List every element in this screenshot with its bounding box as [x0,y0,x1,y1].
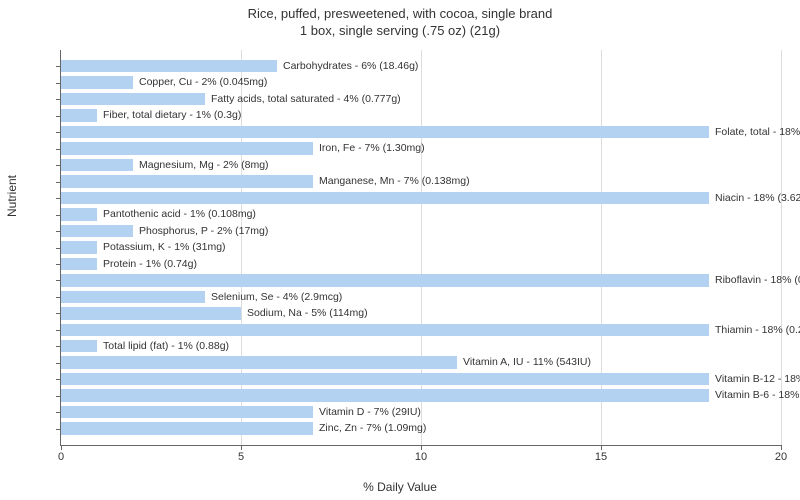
bar-row: Potassium, K - 1% (31mg) [61,239,781,255]
x-tick-label: 5 [238,451,244,463]
x-tick-mark [781,445,782,450]
bar [61,93,205,105]
bar [61,241,97,253]
bar-label: Copper, Cu - 2% (0.045mg) [135,74,271,90]
bar-label: Fatty acids, total saturated - 4% (0.777… [207,91,405,107]
bar-row: Manganese, Mn - 7% (0.138mg) [61,173,781,189]
title-line-2: 1 box, single serving (.75 oz) (21g) [0,23,800,40]
bar [61,307,241,319]
bar [61,422,313,434]
bar-label: Riboflavin - 18% (0.309mg) [711,272,800,288]
x-axis-label: % Daily Value [363,480,437,494]
bar [61,258,97,270]
nutrient-chart: Rice, puffed, presweetened, with cocoa, … [0,0,800,500]
bar-label: Thiamin - 18% (0.271mg) [711,322,800,338]
bar-label: Manganese, Mn - 7% (0.138mg) [315,173,474,189]
bar-label: Iron, Fe - 7% (1.30mg) [315,140,429,156]
x-tick-mark [601,445,602,450]
bar-label: Sodium, Na - 5% (114mg) [243,305,372,321]
bar-row: Magnesium, Mg - 2% (8mg) [61,157,781,173]
bar-label: Fiber, total dietary - 1% (0.3g) [99,107,245,123]
bar [61,324,709,336]
bar [61,291,205,303]
bar-row: Fiber, total dietary - 1% (0.3g) [61,107,781,123]
x-tick-mark [61,445,62,450]
bar-label: Zinc, Zn - 7% (1.09mg) [315,420,430,436]
bar-row: Sodium, Na - 5% (114mg) [61,305,781,321]
bar [61,109,97,121]
bar-row: Phosphorus, P - 2% (17mg) [61,223,781,239]
bar [61,60,277,72]
x-tick-label: 15 [595,451,607,463]
bar-row: Riboflavin - 18% (0.309mg) [61,272,781,288]
bar [61,175,313,187]
bar [61,373,709,385]
bar [61,340,97,352]
bars-group: Carbohydrates - 6% (18.46g) Copper, Cu - … [61,58,781,437]
bar-row: Iron, Fe - 7% (1.30mg) [61,140,781,156]
x-tick-label: 0 [58,451,64,463]
bar-row: Vitamin D - 7% (29IU) [61,404,781,420]
bar [61,208,97,220]
bar-row: Vitamin B-12 - 18% (1.09mcg) [61,371,781,387]
x-tick-mark [421,445,422,450]
bar-label: Vitamin B-12 - 18% (1.09mcg) [711,371,800,387]
x-tick-label: 20 [775,451,787,463]
bar-row: Vitamin B-6 - 18% (0.361mg) [61,387,781,403]
bar-label: Phosphorus, P - 2% (17mg) [135,223,272,239]
bar [61,406,313,418]
bar-label: Folate, total - 18% (72mcg) [711,124,800,140]
bar-row: Selenium, Se - 4% (2.9mcg) [61,289,781,305]
bar-row: Thiamin - 18% (0.271mg) [61,322,781,338]
bar-label: Pantothenic acid - 1% (0.108mg) [99,206,260,222]
bar [61,356,457,368]
plot-area: Carbohydrates - 6% (18.46g) Copper, Cu - … [60,50,781,446]
bar [61,126,709,138]
bar [61,225,133,237]
bar-row: Carbohydrates - 6% (18.46g) [61,58,781,74]
chart-title: Rice, puffed, presweetened, with cocoa, … [0,0,800,40]
bar [61,142,313,154]
bar-label: Protein - 1% (0.74g) [99,256,201,272]
x-tick-mark [241,445,242,450]
bar [61,274,709,286]
bar [61,192,709,204]
bar-row: Folate, total - 18% (72mcg) [61,124,781,140]
x-tick-label: 10 [415,451,427,463]
bar-row: Fatty acids, total saturated - 4% (0.777… [61,91,781,107]
bar-row: Protein - 1% (0.74g) [61,256,781,272]
bar-label: Carbohydrates - 6% (18.46g) [279,58,422,74]
bar-row: Copper, Cu - 2% (0.045mg) [61,74,781,90]
bar-label: Vitamin B-6 - 18% (0.361mg) [711,387,800,403]
bar-label: Selenium, Se - 4% (2.9mcg) [207,289,346,305]
bar-row: Zinc, Zn - 7% (1.09mg) [61,420,781,436]
bar-label: Vitamin A, IU - 11% (543IU) [459,354,595,370]
bar [61,389,709,401]
bar-row: Niacin - 18% (3.620mg) [61,190,781,206]
bar-label: Total lipid (fat) - 1% (0.88g) [99,338,233,354]
bar-label: Vitamin D - 7% (29IU) [315,404,425,420]
y-axis-label: Nutrient [5,175,19,217]
bar-row: Vitamin A, IU - 11% (543IU) [61,354,781,370]
bar [61,159,133,171]
bar-label: Magnesium, Mg - 2% (8mg) [135,157,273,173]
bar [61,76,133,88]
bar-label: Potassium, K - 1% (31mg) [99,239,230,255]
bar-label: Niacin - 18% (3.620mg) [711,190,800,206]
bar-row: Pantothenic acid - 1% (0.108mg) [61,206,781,222]
bar-row: Total lipid (fat) - 1% (0.88g) [61,338,781,354]
title-line-1: Rice, puffed, presweetened, with cocoa, … [0,6,800,23]
